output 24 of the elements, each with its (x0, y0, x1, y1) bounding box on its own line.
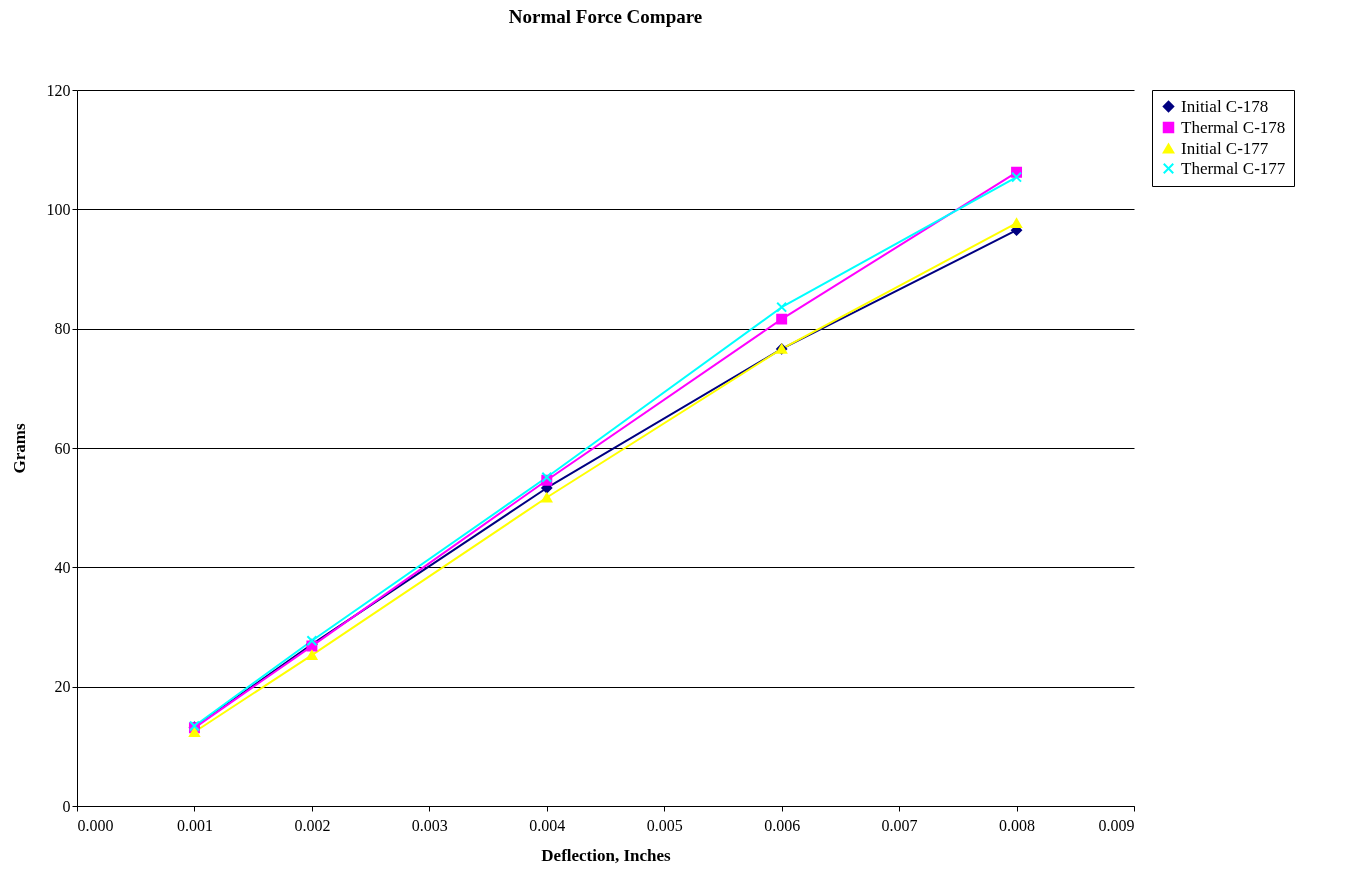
y-tick-label: 120 (46, 81, 71, 99)
legend-label: Thermal C-178 (1181, 117, 1286, 137)
y-tick-label: 80 (54, 320, 71, 338)
y-tick-label: 40 (54, 558, 71, 576)
legend-label: Initial C-177 (1181, 138, 1269, 158)
y-axis-title: Grams (9, 423, 29, 474)
x-tick-label: 0.006 (764, 816, 801, 834)
y-tick-label: 0 (62, 797, 71, 815)
x-tick-label: 0.003 (411, 816, 448, 834)
x-axis-title: Deflection, Inches (541, 845, 672, 865)
x-tick-label: 0.000 (77, 816, 114, 834)
x-tick-label: 0.008 (999, 816, 1036, 834)
chart-title: Normal Force Compare (508, 6, 703, 27)
y-tick-label: 60 (54, 439, 71, 457)
x-tick-label: 0.009 (1098, 816, 1135, 834)
legend-label: Thermal C-177 (1181, 158, 1286, 178)
x-tick-label: 0.001 (176, 816, 213, 834)
y-tick-label: 100 (46, 200, 71, 218)
x-tick-label: 0.005 (646, 816, 683, 834)
y-tick-label: 20 (54, 678, 71, 696)
x-tick-label: 0.002 (294, 816, 331, 834)
x-tick-label: 0.004 (529, 816, 566, 834)
x-tick-label: 0.007 (881, 816, 918, 834)
legend-label: Initial C-178 (1181, 96, 1269, 116)
